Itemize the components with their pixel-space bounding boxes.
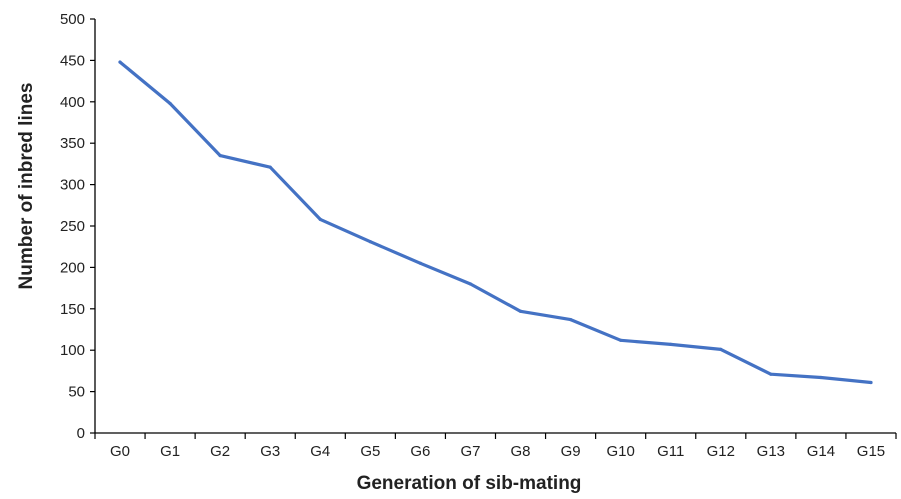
data-point — [468, 282, 473, 286]
y-tick-label: 200 — [60, 259, 85, 276]
data-point — [819, 375, 823, 380]
x-tick-label: G5 — [360, 443, 380, 460]
data-point — [118, 60, 122, 64]
x-tick-label: G0 — [110, 443, 130, 460]
x-tick-label: G9 — [561, 443, 581, 460]
series-layer — [118, 60, 873, 385]
y-tick-label: 500 — [60, 11, 85, 28]
data-point — [168, 101, 172, 106]
data-point — [368, 240, 372, 244]
x-tick-label: G15 — [857, 443, 885, 460]
x-tick-label: G6 — [410, 443, 430, 460]
data-point — [418, 261, 423, 265]
data-point — [619, 338, 623, 342]
x-tick-label: G7 — [460, 443, 480, 460]
series-line — [118, 60, 873, 385]
y-tick-label: 100 — [60, 342, 85, 359]
x-tick-label: G2 — [210, 443, 230, 460]
y-tick-label: 250 — [60, 218, 85, 235]
x-tick-label: G4 — [310, 443, 330, 460]
y-tick-label: 400 — [60, 94, 85, 111]
x-tick-label: G1 — [160, 443, 180, 460]
y-tick-label: 300 — [60, 177, 85, 194]
data-point — [719, 347, 723, 351]
x-tick-label: G10 — [606, 443, 634, 460]
data-point — [218, 154, 222, 158]
y-axis-ticks: 0 50 100 150 200 250 300 350 400 450 500 — [60, 11, 95, 442]
x-tick-label: G3 — [260, 443, 280, 460]
x-tick-label: G13 — [757, 443, 785, 460]
x-tick-label: G12 — [707, 443, 735, 460]
x-tick-label: G14 — [807, 443, 835, 460]
data-point — [318, 217, 322, 221]
y-tick-label: 50 — [68, 384, 85, 401]
x-axis-title: Generation of sib-mating — [357, 473, 582, 494]
data-point — [568, 317, 573, 322]
data-point — [518, 309, 523, 313]
y-tick-label: 350 — [60, 135, 85, 152]
data-point — [769, 372, 773, 376]
x-tick-label: G8 — [511, 443, 531, 460]
y-tick-label: 0 — [77, 425, 85, 442]
data-point — [268, 165, 272, 169]
data-point — [869, 380, 873, 385]
data-point — [669, 342, 673, 347]
y-axis-title: Number of inbred lines — [16, 83, 37, 290]
y-tick-label: 450 — [60, 52, 85, 69]
y-tick-label: 150 — [60, 301, 85, 318]
x-tick-label: G11 — [657, 443, 684, 460]
x-axis-ticks: G0 G1 G2 G3 G4 G5 G6 G7 G8 G9 G10 G11 G12 G13 G14 G15 — [94, 433, 897, 460]
